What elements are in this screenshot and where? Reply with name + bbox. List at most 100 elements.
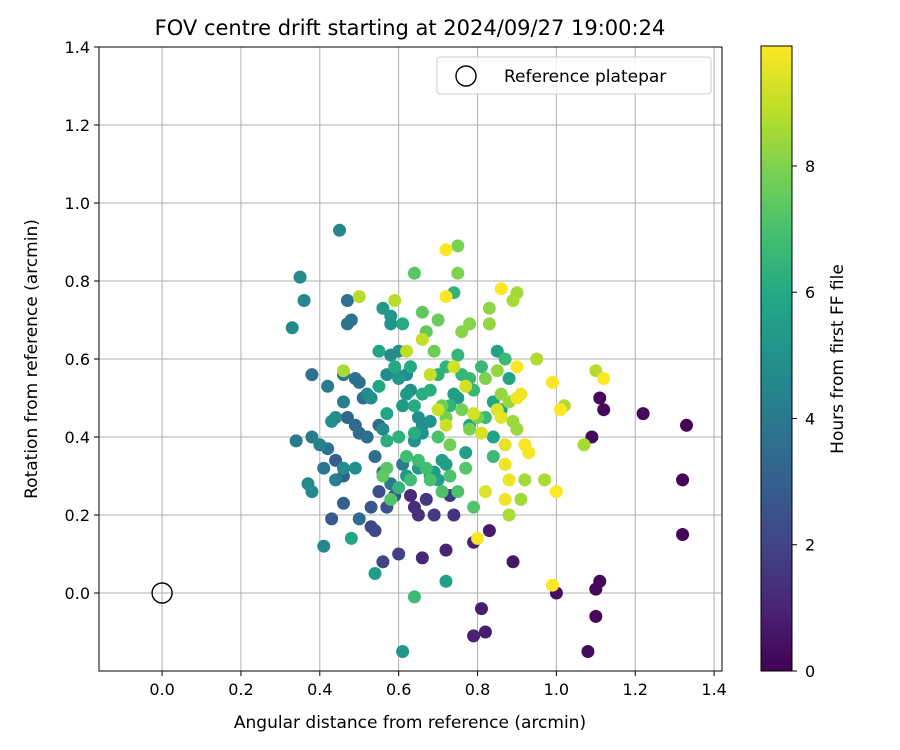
data-point: [325, 512, 339, 526]
data-point: [451, 239, 465, 253]
x-tick-label: 0.0: [149, 680, 174, 699]
data-point: [317, 539, 331, 553]
data-point: [506, 555, 520, 569]
data-point: [510, 422, 524, 436]
data-point: [372, 485, 386, 499]
colorbar: 0 2 4 6 8 Hours from first FF file: [760, 45, 848, 681]
data-point: [423, 368, 437, 382]
legend-box: [436, 56, 712, 95]
data-point: [486, 430, 500, 444]
y-tick-label: 0.8: [65, 272, 90, 291]
data-point: [593, 391, 607, 405]
data-point: [502, 508, 516, 522]
data-point: [597, 372, 611, 385]
data-point: [439, 243, 453, 257]
data-point: [431, 313, 445, 327]
y-tick-label: 1.0: [65, 194, 90, 213]
grid-lines: [99, 46, 722, 671]
data-point: [478, 625, 492, 639]
data-point: [285, 321, 299, 335]
data-point: [676, 473, 690, 487]
data-point: [538, 473, 552, 487]
data-point: [376, 422, 390, 436]
data-point: [297, 294, 311, 307]
data-point: [392, 481, 406, 495]
reference-platepar-marker: [151, 582, 173, 604]
data-point: [581, 645, 595, 658]
data-point: [510, 360, 524, 374]
y-tick-label: 0.2: [65, 506, 90, 525]
data-point: [494, 411, 508, 424]
data-point: [352, 375, 366, 389]
data-point: [411, 411, 425, 424]
data-point: [419, 492, 433, 506]
data-point: [549, 485, 563, 499]
data-point: [404, 360, 417, 374]
data-point: [636, 407, 650, 421]
data-point: [439, 290, 453, 304]
data-point: [372, 379, 386, 393]
data-point: [443, 438, 457, 452]
data-point: [676, 528, 690, 541]
data-point: [553, 403, 567, 417]
data-point: [451, 348, 465, 362]
colorbar-ticks: 0 2 4 6 8: [792, 157, 815, 681]
data-point: [348, 461, 362, 475]
colorbar-tick-label: 4: [805, 409, 815, 428]
x-tick-label: 0.2: [228, 680, 253, 699]
x-tick-label: 0.8: [465, 680, 490, 699]
data-point: [380, 434, 394, 448]
data-point: [388, 360, 402, 374]
data-point: [415, 551, 429, 565]
data-point: [392, 547, 406, 561]
data-point: [392, 430, 406, 444]
data-point: [467, 629, 481, 643]
data-point: [522, 446, 536, 460]
data-point: [589, 609, 603, 623]
data-point: [447, 360, 461, 374]
x-tick-label: 0.4: [307, 680, 332, 699]
x-tick-label: 1.4: [701, 680, 726, 699]
data-point: [317, 461, 331, 475]
colorbar-tick-label: 2: [805, 536, 815, 555]
data-point: [486, 450, 500, 463]
colorbar-label: Hours from first FF file: [828, 264, 848, 454]
y-tick-label: 0.4: [65, 428, 90, 447]
data-point: [459, 446, 473, 460]
data-point: [376, 301, 390, 315]
data-point: [498, 352, 512, 366]
data-point: [514, 387, 528, 401]
data-point: [396, 645, 410, 658]
data-point: [463, 317, 477, 331]
colorbar-tick-label: 6: [805, 283, 815, 302]
data-point: [459, 461, 473, 475]
data-point: [467, 407, 481, 421]
data-point: [368, 524, 382, 538]
data-point: [336, 395, 350, 409]
data-point: [340, 294, 354, 307]
data-point: [494, 282, 508, 296]
data-point: [482, 317, 496, 331]
legend: Reference platepar: [436, 56, 712, 95]
data-point: [384, 317, 398, 331]
data-point: [336, 496, 350, 510]
data-point: [360, 430, 374, 444]
legend-marker-icon: [455, 65, 477, 87]
data-point: [439, 543, 453, 557]
data-point: [368, 450, 382, 463]
data-point: [482, 524, 496, 538]
data-point: [368, 567, 382, 580]
data-point: [305, 485, 319, 499]
data-point: [427, 508, 441, 522]
data-point: [329, 473, 343, 487]
data-point: [419, 461, 433, 475]
y-axis-ticks: 0.0 0.2 0.4 0.6 0.8 1.0 1.2 1.4: [65, 38, 99, 603]
data-point: [400, 387, 414, 401]
data-point: [423, 473, 437, 487]
chart-title: FOV centre drift starting at 2024/09/27 …: [155, 16, 666, 40]
data-point: [415, 333, 429, 346]
data-point: [443, 469, 457, 483]
y-tick-label: 1.2: [65, 116, 90, 135]
data-point: [439, 574, 453, 588]
